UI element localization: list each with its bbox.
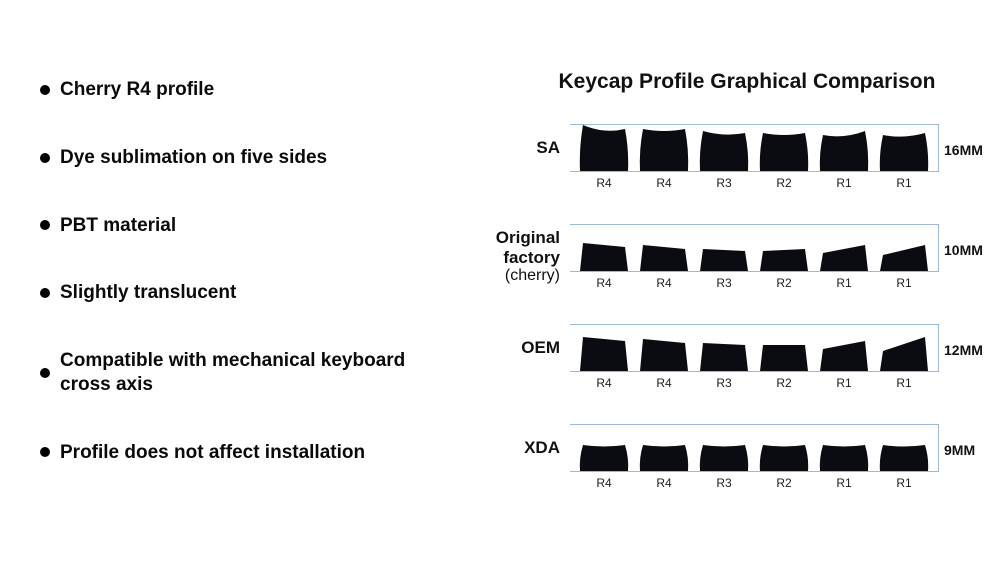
keycap-silhouette [694, 323, 754, 371]
feature-text: Profile does not affect installation [60, 441, 365, 465]
row-label: R4 [634, 476, 694, 490]
keycap-silhouette [694, 423, 754, 471]
keycap-silhouette [874, 423, 934, 471]
keycap-silhouette [814, 423, 874, 471]
row-label: R4 [574, 276, 634, 290]
keycap-silhouette [574, 123, 634, 171]
row-label: R3 [694, 476, 754, 490]
feature-bullet: Dye sublimation on five sides [40, 146, 440, 170]
feature-text: PBT material [60, 214, 176, 238]
row-label: R1 [814, 376, 874, 390]
feature-bullet: PBT material [40, 214, 440, 238]
profile-caps-chart: R4R4R3R2R1R1 [570, 424, 938, 490]
keycap-silhouette [754, 423, 814, 471]
feature-list: Cherry R4 profile Dye sublimation on five… [40, 70, 440, 556]
row-label: R4 [574, 376, 634, 390]
row-label: R1 [814, 176, 874, 190]
chart-title: Keycap Profile Graphical Comparison [450, 70, 984, 94]
profile-row: Original factory(cherry)R4R4R3R2R1R110MM [450, 224, 984, 290]
profile-caps-chart: R4R4R3R2R1R1 [570, 124, 938, 190]
feature-text: Cherry R4 profile [60, 78, 214, 102]
keycap-silhouette [874, 323, 934, 371]
bullet-dot-icon [40, 153, 50, 163]
row-label: R3 [694, 376, 754, 390]
row-label: R4 [634, 376, 694, 390]
row-label: R1 [814, 476, 874, 490]
row-label: R4 [574, 176, 634, 190]
row-label: R2 [754, 376, 814, 390]
keycap-silhouette [874, 123, 934, 171]
profile-height-label: 9MM [938, 424, 984, 458]
row-label: R1 [874, 376, 934, 390]
profile-height-label: 16MM [938, 124, 984, 158]
profile-name: XDA [450, 424, 570, 458]
row-label: R1 [874, 476, 934, 490]
keycap-silhouette [694, 123, 754, 171]
feature-bullet: Profile does not affect installation [40, 441, 440, 465]
feature-bullet: Cherry R4 profile [40, 78, 440, 102]
profile-row: SAR4R4R3R2R1R116MM [450, 124, 984, 190]
keycap-silhouette [754, 323, 814, 371]
keycap-silhouette [694, 223, 754, 271]
keycap-silhouette [814, 323, 874, 371]
row-label: R1 [874, 176, 934, 190]
row-label: R2 [754, 476, 814, 490]
keycap-silhouette [814, 123, 874, 171]
row-label: R1 [814, 276, 874, 290]
feature-text: Dye sublimation on five sides [60, 146, 327, 170]
row-label: R2 [754, 176, 814, 190]
keycap-silhouette [754, 223, 814, 271]
row-label: R4 [574, 476, 634, 490]
feature-bullet: Slightly translucent [40, 281, 440, 305]
bullet-dot-icon [40, 85, 50, 95]
feature-bullet: Compatible with mechanical keyboard cros… [40, 349, 440, 397]
profile-row: XDAR4R4R3R2R1R19MM [450, 424, 984, 490]
feature-text: Compatible with mechanical keyboard cros… [60, 349, 440, 397]
profile-height-label: 12MM [938, 324, 984, 358]
profile-row: OEMR4R4R3R2R1R112MM [450, 324, 984, 390]
keycap-silhouette [574, 323, 634, 371]
keycap-silhouette [574, 423, 634, 471]
bullet-dot-icon [40, 447, 50, 457]
bullet-dot-icon [40, 220, 50, 230]
profile-name: Original factory(cherry) [450, 224, 570, 285]
row-label: R3 [694, 176, 754, 190]
profile-caps-chart: R4R4R3R2R1R1 [570, 224, 938, 290]
bullet-dot-icon [40, 368, 50, 378]
keycap-silhouette [634, 123, 694, 171]
profile-height-label: 10MM [938, 224, 984, 258]
keycap-silhouette [634, 423, 694, 471]
bullet-dot-icon [40, 288, 50, 298]
keycap-silhouette [574, 223, 634, 271]
keycap-silhouette [634, 323, 694, 371]
row-label: R4 [634, 176, 694, 190]
profile-caps-chart: R4R4R3R2R1R1 [570, 324, 938, 390]
keycap-silhouette [874, 223, 934, 271]
profile-name: OEM [450, 324, 570, 358]
row-label: R4 [634, 276, 694, 290]
row-label: R1 [874, 276, 934, 290]
keycap-silhouette [754, 123, 814, 171]
profile-name: SA [450, 124, 570, 158]
comparison-chart: Keycap Profile Graphical Comparison SAR4… [440, 70, 984, 556]
feature-text: Slightly translucent [60, 281, 236, 305]
row-label: R2 [754, 276, 814, 290]
keycap-silhouette [814, 223, 874, 271]
keycap-silhouette [634, 223, 694, 271]
row-label: R3 [694, 276, 754, 290]
